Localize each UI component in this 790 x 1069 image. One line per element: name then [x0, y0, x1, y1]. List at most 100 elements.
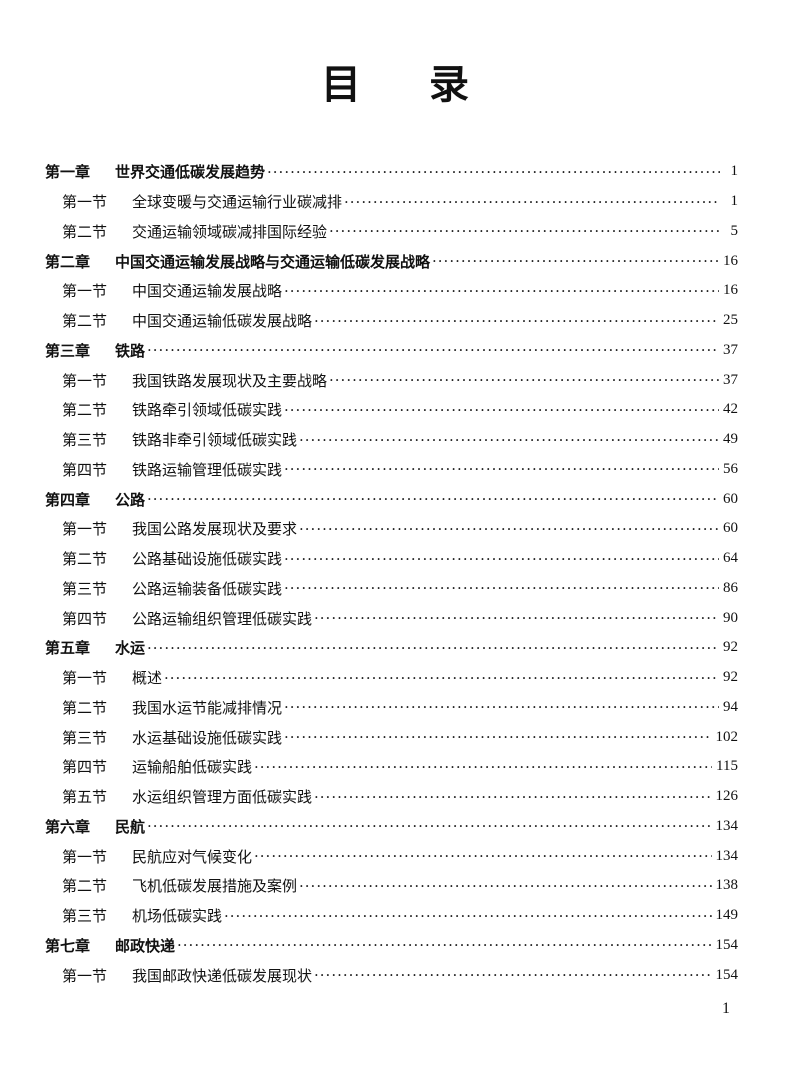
entry-number: 第二节 — [62, 550, 108, 569]
entry-page: 126 — [715, 788, 739, 805]
toc-chapter-entry[interactable]: 第三章 铁路 37 — [45, 336, 738, 366]
entry-page: 1 — [730, 193, 739, 210]
toc-section-entry[interactable]: 第二节 我国水运节能减排情况 94 — [45, 693, 738, 723]
entry-number: 第四章 — [45, 490, 91, 509]
entry-title: 公路运输组织管理低碳实践 — [132, 609, 313, 628]
entry-number: 第一节 — [62, 847, 108, 866]
toc-section-entry[interactable]: 第二节 交通运输领域碳减排国际经验 5 — [45, 217, 738, 247]
dot-leader — [147, 817, 711, 835]
entry-number: 第二节 — [62, 401, 108, 420]
dot-leader — [329, 222, 720, 240]
entry-number: 第三节 — [62, 907, 108, 926]
dot-leader — [254, 847, 711, 865]
entry-title: 公路 — [115, 490, 146, 509]
toc-section-entry[interactable]: 第三节 公路运输装备低碳实践 86 — [45, 574, 738, 604]
toc-section-entry[interactable]: 第二节 中国交通运输低碳发展战略 25 — [45, 306, 738, 336]
entry-page: 92 — [723, 639, 738, 656]
entry-title: 我国邮政快递低碳发展现状 — [132, 966, 313, 985]
toc-section-entry[interactable]: 第五节 水运组织管理方面低碳实践 126 — [45, 782, 738, 812]
toc-section-entry[interactable]: 第一节 概述 92 — [45, 663, 738, 693]
toc-section-entry[interactable]: 第一节 我国邮政快递低碳发展现状 154 — [45, 960, 738, 990]
dot-leader — [284, 282, 719, 300]
entry-number: 第一节 — [62, 371, 108, 390]
entry-page: 64 — [723, 550, 738, 567]
entry-page: 154 — [715, 936, 739, 953]
entry-number: 第一章 — [45, 163, 91, 182]
entry-page: 1 — [730, 163, 739, 180]
entry-number: 第四节 — [62, 460, 108, 479]
toc-section-entry[interactable]: 第一节 我国公路发展现状及要求 60 — [45, 514, 738, 544]
toc-section-entry[interactable]: 第二节 公路基础设施低碳实践 64 — [45, 544, 738, 574]
title-char: 录 — [429, 62, 469, 108]
dot-leader — [344, 193, 720, 211]
entry-page: 134 — [715, 847, 739, 864]
entry-number: 第一节 — [62, 966, 108, 985]
entry-title: 水运 — [115, 639, 146, 658]
dot-leader — [284, 460, 719, 478]
entry-page: 134 — [715, 817, 739, 834]
toc-section-entry[interactable]: 第一节 民航应对气候变化 134 — [45, 841, 738, 871]
toc-section-entry[interactable]: 第二节 飞机低碳发展措施及案例 138 — [45, 871, 738, 901]
toc-chapter-entry[interactable]: 第七章 邮政快递 154 — [45, 931, 738, 961]
dot-leader — [299, 877, 711, 895]
entry-page: 115 — [716, 758, 738, 775]
entry-page: 5 — [730, 222, 739, 239]
toc-section-entry[interactable]: 第三节 铁路非牵引领域低碳实践 49 — [45, 425, 738, 455]
page-title: 目录 — [0, 52, 790, 110]
toc-chapter-entry[interactable]: 第五章 水运 92 — [45, 633, 738, 663]
toc-chapter-entry[interactable]: 第四章 公路 60 — [45, 484, 738, 514]
toc-section-entry[interactable]: 第一节 全球变暖与交通运输行业碳减排 1 — [45, 187, 738, 217]
entry-number: 第七章 — [45, 936, 91, 955]
dot-leader — [254, 758, 712, 776]
entry-title: 民航 — [115, 817, 146, 836]
entry-page: 56 — [723, 460, 738, 477]
dot-leader — [314, 788, 711, 806]
entry-page: 94 — [723, 698, 738, 715]
toc-section-entry[interactable]: 第三节 水运基础设施低碳实践 102 — [45, 722, 738, 752]
entry-page: 37 — [723, 371, 738, 388]
entry-number: 第二节 — [62, 312, 108, 331]
toc-section-entry[interactable]: 第四节 公路运输组织管理低碳实践 90 — [45, 603, 738, 633]
toc-section-entry[interactable]: 第三节 机场低碳实践 149 — [45, 901, 738, 931]
entry-title: 交通运输领域碳减排国际经验 — [132, 222, 328, 241]
entry-title: 铁路牵引领域低碳实践 — [132, 401, 283, 420]
entry-number: 第五章 — [45, 639, 91, 658]
dot-leader — [284, 698, 719, 716]
entry-title: 我国公路发展现状及要求 — [132, 520, 298, 539]
entry-page: 90 — [723, 609, 738, 626]
entry-page: 102 — [715, 728, 739, 745]
entry-title: 运输船舶低碳实践 — [132, 758, 253, 777]
dot-leader — [147, 490, 719, 508]
entry-page: 149 — [715, 907, 739, 924]
entry-title: 民航应对气候变化 — [132, 847, 253, 866]
entry-title: 机场低碳实践 — [132, 907, 223, 926]
entry-number: 第一节 — [62, 193, 108, 212]
toc-section-entry[interactable]: 第四节 铁路运输管理低碳实践 56 — [45, 455, 738, 485]
toc-chapter-entry[interactable]: 第一章 世界交通低碳发展趋势 1 — [45, 157, 738, 187]
toc-chapter-entry[interactable]: 第二章 中国交通运输发展战略与交通运输低碳发展战略 16 — [45, 246, 738, 276]
entry-title: 铁路非牵引领域低碳实践 — [132, 431, 298, 450]
dot-leader — [299, 520, 719, 538]
entry-title: 我国铁路发展现状及主要战略 — [132, 371, 328, 390]
toc-section-entry[interactable]: 第二节 铁路牵引领域低碳实践 42 — [45, 395, 738, 425]
toc-section-entry[interactable]: 第一节 我国铁路发展现状及主要战略 37 — [45, 365, 738, 395]
entry-title: 世界交通低碳发展趋势 — [115, 163, 266, 182]
entry-number: 第一节 — [62, 282, 108, 301]
dot-leader — [164, 669, 719, 687]
toc-section-entry[interactable]: 第四节 运输船舶低碳实践 115 — [45, 752, 738, 782]
entry-title: 概述 — [132, 669, 163, 688]
entry-title: 中国交通运输低碳发展战略 — [132, 312, 313, 331]
dot-leader — [267, 163, 720, 181]
entry-page: 60 — [723, 490, 738, 507]
table-of-contents: 第一章 世界交通低碳发展趋势 1 第一节 全球变暖与交通运输行业碳减排 1 第二节 交通运输领… — [45, 157, 738, 990]
toc-section-entry[interactable]: 第一节 中国交通运输发展战略 16 — [45, 276, 738, 306]
entry-number: 第四节 — [62, 609, 108, 628]
toc-chapter-entry[interactable]: 第六章 民航 134 — [45, 812, 738, 842]
entry-page: 37 — [723, 341, 738, 358]
entry-page: 25 — [723, 312, 738, 329]
dot-leader — [432, 252, 719, 270]
entry-title: 中国交通运输发展战略 — [132, 282, 283, 301]
dot-leader — [314, 312, 719, 330]
dot-leader — [284, 401, 719, 419]
entry-title: 中国交通运输发展战略与交通运输低碳发展战略 — [115, 252, 431, 271]
